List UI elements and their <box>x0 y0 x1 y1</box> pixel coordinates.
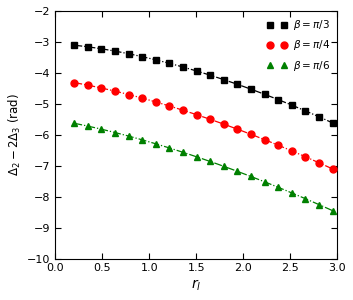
Legend: $\beta = \pi/3$, $\beta = \pi/4$, $\beta = \pi/6$: $\beta = \pi/3$, $\beta = \pi/4$, $\beta… <box>263 14 334 77</box>
X-axis label: $r_l$: $r_l$ <box>191 278 202 293</box>
$\beta = \pi/6$ <box>276 185 280 189</box>
$\beta = \pi/6$ <box>72 122 76 125</box>
$\beta = \pi/4$ <box>249 133 253 136</box>
$\beta = \pi/4$ <box>195 113 199 116</box>
$\beta = \pi/4$ <box>99 86 103 90</box>
$\beta = \pi/4$ <box>330 167 335 171</box>
$\beta = \pi/4$ <box>317 161 321 164</box>
$\beta = \pi/3$ <box>222 78 226 81</box>
$\beta = \pi/4$ <box>181 108 185 112</box>
$\beta = \pi/6$ <box>113 131 117 134</box>
$\beta = \pi/3$ <box>303 109 307 112</box>
$\beta = \pi/3$ <box>154 58 158 62</box>
$\beta = \pi/3$ <box>72 44 76 47</box>
Y-axis label: $\Delta_2-2\Delta_3$ (rad): $\Delta_2-2\Delta_3$ (rad) <box>7 93 23 176</box>
Line: $\beta = \pi/6$: $\beta = \pi/6$ <box>71 120 336 214</box>
$\beta = \pi/6$ <box>208 160 212 163</box>
$\beta = \pi/3$ <box>330 121 335 125</box>
$\beta = \pi/4$ <box>235 127 239 131</box>
$\beta = \pi/4$ <box>303 155 307 158</box>
$\beta = \pi/3$ <box>140 55 144 58</box>
$\beta = \pi/4$ <box>154 100 158 104</box>
$\beta = \pi/6$ <box>317 203 321 206</box>
$\beta = \pi/6$ <box>303 197 307 200</box>
$\beta = \pi/3$ <box>276 98 280 101</box>
$\beta = \pi/3$ <box>113 49 117 53</box>
$\beta = \pi/6$ <box>249 175 253 178</box>
$\beta = \pi/4$ <box>126 93 131 96</box>
$\beta = \pi/3$ <box>195 69 199 73</box>
$\beta = \pi/4$ <box>262 138 267 142</box>
$\beta = \pi/6$ <box>330 209 335 212</box>
$\beta = \pi/6$ <box>167 146 172 150</box>
$\beta = \pi/3$ <box>317 115 321 119</box>
$\beta = \pi/3$ <box>167 61 172 65</box>
$\beta = \pi/4$ <box>72 81 76 84</box>
$\beta = \pi/3$ <box>262 92 267 96</box>
$\beta = \pi/6$ <box>290 191 294 195</box>
$\beta = \pi/3$ <box>181 65 185 69</box>
$\beta = \pi/3$ <box>99 47 103 51</box>
$\beta = \pi/6$ <box>222 164 226 168</box>
$\beta = \pi/6$ <box>195 155 199 159</box>
$\beta = \pi/6$ <box>235 169 239 173</box>
$\beta = \pi/6$ <box>181 151 185 154</box>
$\beta = \pi/4$ <box>113 89 117 93</box>
$\beta = \pi/4$ <box>222 122 226 126</box>
$\beta = \pi/3$ <box>126 52 131 56</box>
$\beta = \pi/6$ <box>86 124 90 128</box>
$\beta = \pi/3$ <box>290 103 294 107</box>
$\beta = \pi/4$ <box>167 104 172 108</box>
$\beta = \pi/3$ <box>208 74 212 77</box>
$\beta = \pi/4$ <box>276 143 280 147</box>
$\beta = \pi/6$ <box>140 138 144 142</box>
$\beta = \pi/4$ <box>140 96 144 100</box>
$\beta = \pi/6$ <box>262 180 267 184</box>
$\beta = \pi/3$ <box>235 82 239 86</box>
$\beta = \pi/3$ <box>249 87 253 91</box>
$\beta = \pi/6$ <box>126 134 131 138</box>
Line: $\beta = \pi/4$: $\beta = \pi/4$ <box>71 79 336 172</box>
Line: $\beta = \pi/3$: $\beta = \pi/3$ <box>71 42 336 126</box>
$\beta = \pi/6$ <box>99 128 103 131</box>
$\beta = \pi/4$ <box>290 149 294 153</box>
$\beta = \pi/4$ <box>86 83 90 87</box>
$\beta = \pi/4$ <box>208 118 212 121</box>
$\beta = \pi/6$ <box>154 142 158 146</box>
$\beta = \pi/3$ <box>86 45 90 49</box>
